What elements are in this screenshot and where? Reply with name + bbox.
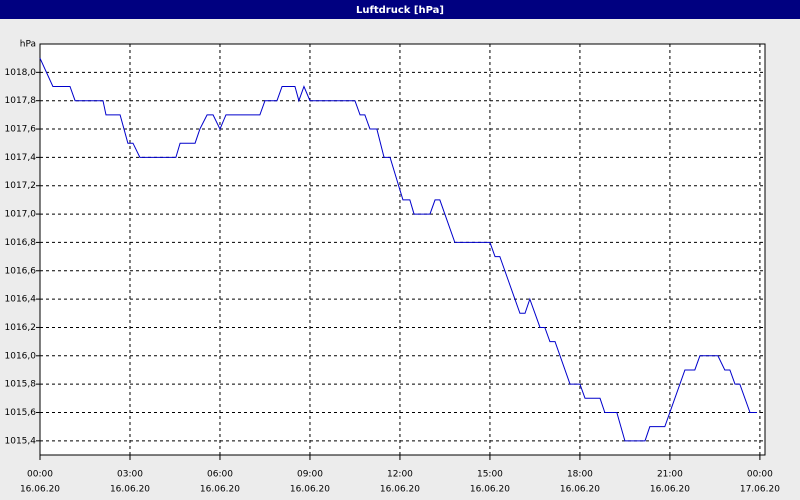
x-tick-date: 16.06.20 bbox=[20, 485, 60, 495]
y-tick-label: 1017,6 bbox=[5, 125, 37, 135]
y-tick-label: 1017,8 bbox=[5, 96, 37, 106]
x-tick-label: 18:00 bbox=[567, 470, 593, 480]
x-tick-label: 06:00 bbox=[207, 470, 233, 480]
x-tick-date: 17.06.20 bbox=[740, 485, 780, 495]
y-tick-label: 1016,2 bbox=[5, 323, 37, 333]
y-tick-label: 1016,8 bbox=[5, 238, 37, 248]
y-tick-label: 1016,4 bbox=[5, 295, 37, 305]
plot-area bbox=[39, 43, 766, 456]
y-tick-label: 1016,0 bbox=[5, 351, 37, 361]
x-tick-label: 00:00 bbox=[747, 470, 773, 480]
x-tick-date: 16.06.20 bbox=[110, 485, 150, 495]
x-tick-label: 15:00 bbox=[477, 470, 503, 480]
x-tick-label: 21:00 bbox=[657, 470, 683, 480]
x-tick-date: 16.06.20 bbox=[380, 485, 420, 495]
x-tick-date: 16.06.20 bbox=[290, 485, 330, 495]
y-tick-label: 1017,2 bbox=[5, 181, 37, 191]
y-unit: hPa bbox=[20, 40, 36, 50]
data-line bbox=[39, 57, 757, 442]
title-bar bbox=[0, 0, 800, 19]
y-tick-label: 1015,4 bbox=[5, 436, 37, 446]
chart-title: Luftdruck [hPa] bbox=[356, 5, 444, 16]
y-tick-label: 1015,8 bbox=[5, 380, 37, 390]
x-tick-date: 16.06.20 bbox=[200, 485, 240, 495]
y-tick-label: 1018,0 bbox=[5, 68, 37, 78]
y-tick-label: 1017,4 bbox=[5, 153, 37, 163]
x-tick-label: 09:00 bbox=[297, 470, 323, 480]
x-tick-label: 00:00 bbox=[27, 470, 53, 480]
x-tick-label: 12:00 bbox=[387, 470, 413, 480]
x-tick-date: 16.06.20 bbox=[560, 485, 600, 495]
y-tick-label: 1016,6 bbox=[5, 266, 37, 276]
y-tick-label: 1017,0 bbox=[5, 210, 37, 220]
x-tick-label: 03:00 bbox=[117, 470, 143, 480]
x-tick-date: 16.06.20 bbox=[470, 485, 510, 495]
x-tick-date: 16.06.20 bbox=[650, 485, 690, 495]
y-tick-label: 1015,6 bbox=[5, 408, 37, 418]
